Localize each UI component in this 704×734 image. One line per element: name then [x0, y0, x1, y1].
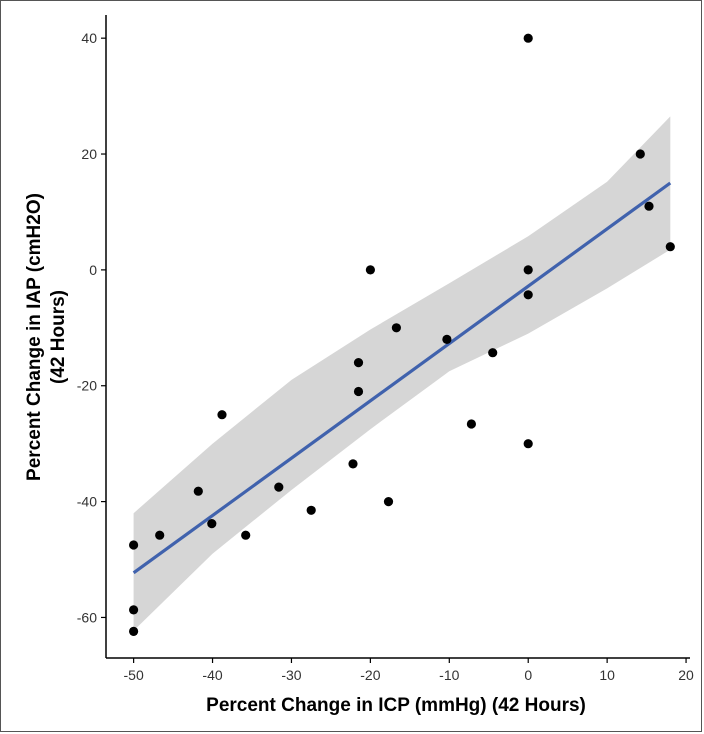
data-points-layer	[129, 33, 675, 637]
y-tick-label-5: 40	[81, 30, 97, 46]
data-point-10	[353, 358, 364, 368]
confidence-band	[133, 116, 671, 631]
data-point-15	[348, 459, 358, 469]
data-point-4	[523, 265, 533, 275]
confidence-band-layer	[133, 116, 671, 631]
data-point-9	[488, 348, 498, 358]
y-tick-label-0: -60	[77, 609, 97, 625]
data-point-8	[442, 334, 452, 344]
data-point-11	[353, 386, 364, 397]
data-point-12	[217, 410, 227, 420]
y-tick-label-4: 20	[81, 146, 97, 162]
x-tick-label-5: 0	[524, 667, 532, 683]
data-point-24	[129, 605, 139, 615]
x-tick-label-7: 20	[678, 667, 694, 683]
x-ticks-layer: -50 -40 -30 -20 -10 0 10 20	[124, 658, 694, 683]
data-point-25	[129, 626, 139, 637]
x-tick-label-4: -10	[439, 667, 459, 683]
data-point-14	[523, 439, 533, 449]
x-tick-label-6: 10	[599, 667, 615, 683]
data-point-7	[391, 323, 401, 333]
data-point-6	[523, 290, 533, 300]
data-point-21	[241, 530, 251, 540]
y-tick-label-1: -40	[77, 494, 97, 510]
y-axis-title-line-1: Percent Change in IAP (cmH2O)	[24, 193, 45, 481]
x-tick-label-3: -20	[360, 667, 380, 683]
data-point-19	[306, 505, 316, 515]
data-point-0	[523, 33, 533, 43]
x-tick-label-0: -50	[124, 667, 144, 683]
data-point-3	[665, 242, 675, 252]
x-tick-label-2: -30	[281, 667, 301, 683]
fit-line-layer	[132, 181, 672, 575]
axes-layer	[105, 15, 690, 659]
y-ticks-layer: -60 -40 -20 0 20 40	[77, 30, 106, 625]
x-axis-title: Percent Change in ICP (mmHg) (42 Hours)	[206, 695, 586, 716]
data-point-16	[274, 482, 284, 492]
data-point-2	[644, 201, 654, 211]
y-axis-title-line-2: (42 Hours)	[48, 290, 69, 384]
data-point-23	[129, 540, 139, 550]
data-point-17	[193, 486, 203, 496]
y-tick-label-3: 0	[89, 262, 97, 278]
data-point-5	[365, 265, 375, 275]
x-tick-label-1: -40	[202, 667, 222, 683]
data-point-22	[155, 530, 165, 540]
data-point-1	[635, 149, 645, 159]
data-point-20	[207, 519, 217, 529]
regression-line	[132, 181, 672, 575]
data-point-13	[466, 419, 476, 429]
data-point-18	[383, 497, 394, 507]
y-tick-label-2: -20	[77, 378, 97, 394]
